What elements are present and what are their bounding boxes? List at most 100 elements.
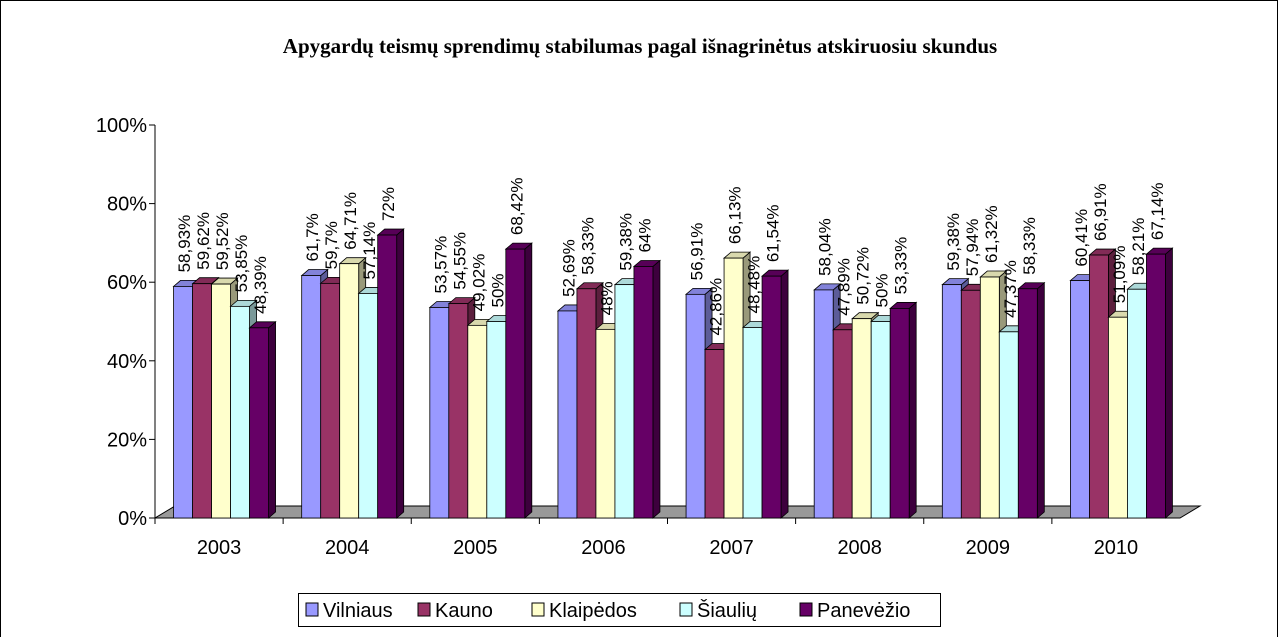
data-label: 53,57% xyxy=(431,236,450,294)
bar xyxy=(358,293,379,519)
data-label: 61,7% xyxy=(303,213,322,261)
data-label: 50% xyxy=(488,273,507,307)
x-tick-label: 2005 xyxy=(453,537,498,559)
bar xyxy=(723,257,744,519)
data-label: 68,42% xyxy=(507,177,526,235)
data-label: 47,37% xyxy=(1001,260,1020,318)
bar xyxy=(339,263,360,519)
data-label: 59,62% xyxy=(194,212,213,270)
data-label: 64,71% xyxy=(341,192,360,250)
legend-label: Klaipėdos xyxy=(549,600,637,622)
bar xyxy=(998,331,1019,519)
bar xyxy=(813,289,834,519)
y-tick-label: 60% xyxy=(107,272,147,294)
bar xyxy=(979,276,1000,519)
bar xyxy=(1108,316,1128,519)
bar xyxy=(614,284,635,519)
data-label: 52,69% xyxy=(559,239,578,297)
y-tick-label: 0% xyxy=(118,508,147,530)
bar xyxy=(685,293,706,519)
bar xyxy=(377,234,398,519)
bar xyxy=(505,248,526,519)
bar xyxy=(595,328,616,519)
bar-side xyxy=(780,269,789,519)
data-label: 48,39% xyxy=(251,256,270,314)
data-label: 59,7% xyxy=(322,221,341,269)
bar xyxy=(211,283,231,519)
data-label: 50% xyxy=(873,273,892,307)
bar xyxy=(889,308,910,519)
bar-side xyxy=(524,242,533,519)
bar xyxy=(249,327,269,519)
y-tick-label: 40% xyxy=(107,351,147,373)
bar-side xyxy=(1165,247,1173,519)
legend-swatch xyxy=(531,602,545,617)
data-label: 53,33% xyxy=(892,237,911,295)
data-label: 47,89% xyxy=(835,258,854,316)
data-label: 56,91% xyxy=(688,223,707,281)
data-label: 66,91% xyxy=(1091,183,1110,241)
bar xyxy=(960,289,981,519)
legend-label: Šiaulių xyxy=(697,599,757,622)
y-tick-label: 100% xyxy=(96,115,147,137)
y-tick-label: 20% xyxy=(107,429,147,451)
data-label: 49,02% xyxy=(469,254,488,312)
bar xyxy=(230,305,250,519)
data-label: 48,48% xyxy=(745,256,764,314)
data-label: 66,13% xyxy=(726,186,745,244)
data-label: 67,14% xyxy=(1148,182,1167,240)
data-label: 61,32% xyxy=(982,205,1001,263)
bar xyxy=(1127,288,1147,519)
bar xyxy=(1089,254,1109,519)
bar xyxy=(870,321,891,519)
x-tick-label: 2006 xyxy=(581,537,626,559)
bar xyxy=(486,321,507,519)
bar xyxy=(429,307,450,519)
data-label: 51,09% xyxy=(1110,246,1129,304)
data-label: 59,38% xyxy=(616,213,635,271)
data-label: 57,94% xyxy=(963,219,982,277)
legend-box xyxy=(298,593,941,627)
data-label: 58,21% xyxy=(1129,218,1148,276)
bar xyxy=(467,324,488,519)
y-tick-label: 80% xyxy=(107,194,147,216)
x-tick-label: 2009 xyxy=(966,537,1011,559)
bar xyxy=(1146,253,1166,519)
legend-label: Vilniaus xyxy=(323,600,393,622)
bar-side xyxy=(652,259,661,519)
bar xyxy=(576,288,597,519)
data-label: 58,04% xyxy=(816,218,835,276)
bar-side xyxy=(1036,281,1045,519)
bar xyxy=(941,284,962,519)
legend-swatch xyxy=(417,602,431,617)
bar xyxy=(301,275,322,519)
data-label: 61,54% xyxy=(764,204,783,262)
bar xyxy=(633,266,654,519)
legend-swatch xyxy=(799,602,813,617)
bar-side xyxy=(396,228,405,519)
data-label: 42,86% xyxy=(707,278,726,336)
data-label: 58,33% xyxy=(578,217,597,275)
legend-swatch xyxy=(305,602,319,617)
bar xyxy=(1017,288,1038,519)
bar xyxy=(704,349,725,519)
x-tick-label: 2004 xyxy=(325,537,370,559)
data-label: 72% xyxy=(379,187,398,221)
bar xyxy=(1070,280,1090,519)
bar-side xyxy=(908,301,917,519)
data-label: 54,55% xyxy=(450,232,469,290)
data-label: 60,41% xyxy=(1072,209,1091,267)
data-label: 64% xyxy=(635,218,654,252)
bar xyxy=(851,318,872,519)
bar xyxy=(557,310,578,519)
legend-label: Kauno xyxy=(435,600,493,622)
legend-label: Panevėžio xyxy=(817,600,910,622)
bar xyxy=(173,286,193,519)
legend-swatch xyxy=(679,602,693,617)
x-tick-label: 2003 xyxy=(197,537,242,559)
bar xyxy=(761,275,782,519)
data-label: 58,33% xyxy=(1020,217,1039,275)
bar xyxy=(832,329,853,519)
x-tick-label: 2008 xyxy=(837,537,882,559)
